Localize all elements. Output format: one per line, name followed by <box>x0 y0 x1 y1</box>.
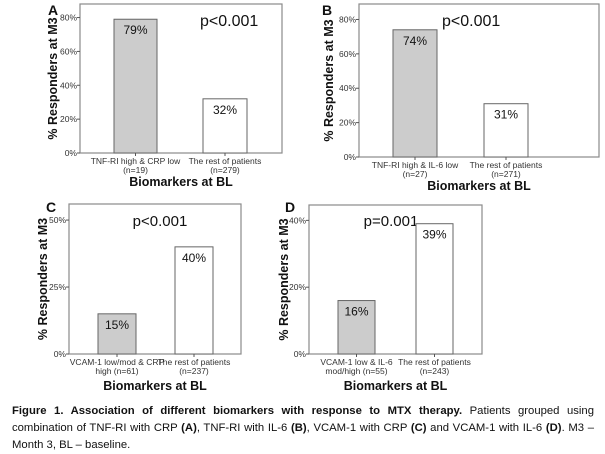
bar-data-label: 16% <box>344 305 368 319</box>
x-axis-label: Biomarkers at BL <box>427 179 531 193</box>
bar-data-label: 31% <box>494 108 518 122</box>
caption-text: , VCAM-1 with CRP <box>306 422 411 434</box>
x-axis-label: Biomarkers at BL <box>129 175 233 189</box>
bar-data-label: 32% <box>213 103 237 117</box>
y-tick-label: 40% <box>339 83 356 93</box>
caption-ref: (A) <box>181 422 197 434</box>
y-axis-label: % Responders at M3 <box>277 218 291 340</box>
panel-label: B <box>322 2 332 18</box>
x-tick-label: The rest of patients <box>470 160 543 170</box>
p-value-annotation: p<0.001 <box>442 13 500 30</box>
bar-data-label: 74% <box>403 34 427 48</box>
bar <box>483 103 529 158</box>
x-tick-label-n: (n=19) <box>123 165 148 175</box>
plot-frame <box>79 3 283 154</box>
p-value-annotation: p<0.001 <box>133 213 188 230</box>
caption-ref: (B) <box>290 422 307 434</box>
y-tick-label: 20% <box>60 114 77 124</box>
y-tick-label: 20% <box>289 282 306 292</box>
panel-label: A <box>48 2 58 18</box>
x-axis-label: Biomarkers at BL <box>344 379 448 393</box>
bar-data-label: 39% <box>422 228 446 242</box>
x-tick-label-n: (n=237) <box>179 366 209 376</box>
bar <box>202 98 248 154</box>
caption-ref: (D) <box>545 422 562 434</box>
bar <box>415 223 454 355</box>
x-tick-label: VCAM-1 low/mod & CRP <box>70 357 165 367</box>
x-axis-label: Biomarkers at BL <box>103 379 207 393</box>
caption-title: Figure 1. Association of different bioma… <box>12 405 463 417</box>
caption-text: , TNF-RI with IL-6 <box>196 422 291 434</box>
plot-frame <box>68 203 242 355</box>
caption-text: . M3 – Month 3, BL – baseline. <box>12 422 594 451</box>
figure-caption: Figure 1. Association of different bioma… <box>12 403 594 454</box>
x-tick-label-n: (n=271) <box>491 169 521 179</box>
y-axis-label: % Responders at M3 <box>36 218 50 340</box>
y-tick-label: 80% <box>60 13 77 23</box>
x-tick-label-n: high (n=61) <box>95 366 138 376</box>
x-tick-label: The rest of patients <box>158 357 231 367</box>
y-tick-label: 60% <box>339 49 356 59</box>
caption-text: Patients grouped using combination of TN… <box>12 405 594 434</box>
y-tick-label: 40% <box>289 215 306 225</box>
plot-frame <box>308 204 483 355</box>
y-tick-label: 25% <box>49 282 66 292</box>
x-tick-label: TNF-RI high & CRP low <box>91 156 181 166</box>
caption-ref: (C) <box>410 422 427 434</box>
panel-label: C <box>46 199 56 215</box>
y-tick-label: 0% <box>54 349 67 359</box>
x-tick-label: VCAM-1 low & IL-6 <box>320 357 393 367</box>
bar <box>337 300 376 355</box>
x-tick-label-n: (n=279) <box>210 165 240 175</box>
plot-frame <box>358 3 600 158</box>
y-tick-label: 80% <box>339 14 356 24</box>
p-value-annotation: p<0.001 <box>200 13 258 30</box>
x-tick-label-n: (n=27) <box>403 169 428 179</box>
x-tick-label-n: mod/high (n=55) <box>325 366 387 376</box>
y-axis-label: % Responders at M3 <box>322 19 336 141</box>
x-tick-label: The rest of patients <box>189 156 262 166</box>
bar <box>113 18 158 154</box>
y-tick-label: 50% <box>49 215 66 225</box>
x-tick-label: TNF-RI high & IL-6 low <box>372 160 459 170</box>
x-tick-label: The rest of patients <box>398 357 471 367</box>
bar-data-label: 79% <box>123 23 147 37</box>
panel-label: D <box>285 199 295 215</box>
caption-text: and VCAM-1 with IL-6 <box>426 422 546 434</box>
y-tick-label: 40% <box>60 80 77 90</box>
y-tick-label: 0% <box>294 349 307 359</box>
x-tick-label-n: (n=243) <box>420 366 450 376</box>
y-tick-label: 20% <box>339 118 356 128</box>
bar <box>97 313 137 355</box>
bar-data-label: 15% <box>105 318 129 332</box>
y-tick-label: 0% <box>65 148 78 158</box>
bar-data-label: 40% <box>182 251 206 265</box>
p-value-annotation: p=0.001 <box>364 213 419 230</box>
y-tick-label: 0% <box>344 152 357 162</box>
bar <box>392 29 438 158</box>
y-tick-label: 60% <box>60 46 77 56</box>
y-axis-label: % Responders at M3 <box>46 17 60 139</box>
